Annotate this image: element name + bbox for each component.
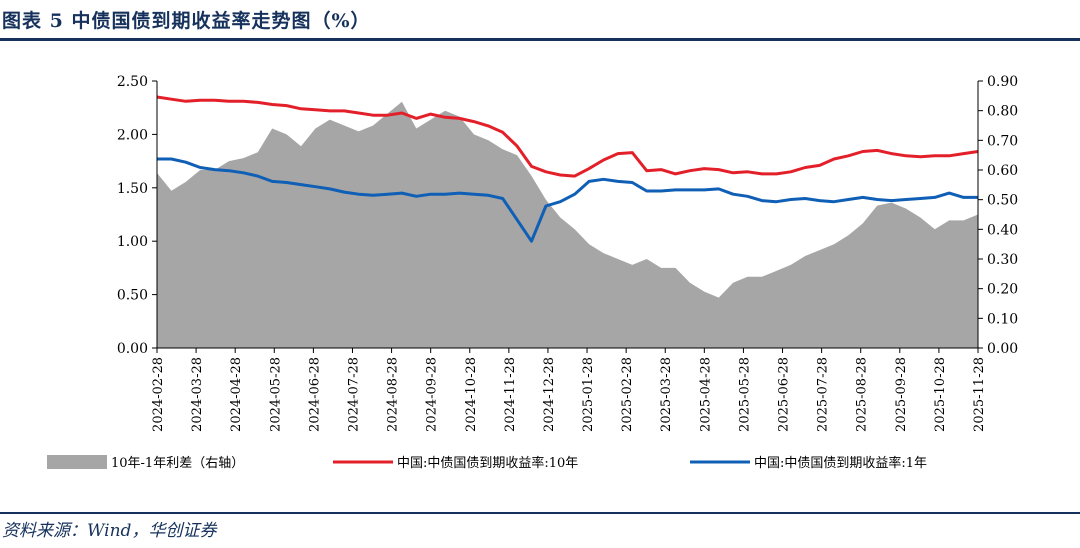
x-tick-label: 2024-06-28 — [307, 357, 322, 432]
left-tick-label: 2.00 — [117, 127, 148, 143]
x-tick-label: 2024-08-28 — [386, 357, 401, 432]
chart: 0.00 0.50 1.00 1.50 2.00 2.50 0.00 0.10 0.20 0.30… — [47, 74, 1018, 471]
x-tick-label: 2025-04-28 — [698, 357, 713, 432]
x-tick-label: 2024-07-28 — [346, 357, 361, 432]
right-tick-label: 0.60 — [987, 163, 1018, 179]
right-tick-label: 0.20 — [987, 282, 1018, 298]
series-1y-line — [157, 157, 978, 243]
x-tick-label: 2024-10-28 — [464, 357, 479, 432]
legend: 10年-1年利差（右轴） 中国:中债国债到期收益率:10年 中国:中债国债到期收益率… — [47, 455, 927, 471]
legend-label-spread: 10年-1年利差（右轴） — [111, 456, 244, 471]
x-tick-label: 2024-03-28 — [190, 357, 205, 432]
left-tick-label: 2.50 — [117, 74, 148, 90]
right-tick-label: 0.00 — [987, 341, 1018, 357]
x-tick-label: 2025-09-28 — [894, 357, 909, 432]
x-tick-label: 2025-05-28 — [737, 357, 752, 432]
axes: 0.00 0.50 1.00 1.50 2.00 2.50 0.00 0.10 0.20 0.30… — [117, 74, 1018, 432]
title-divider — [0, 38, 1080, 41]
right-tick-label: 0.50 — [987, 193, 1018, 209]
x-tick-label: 2025-06-28 — [777, 357, 792, 432]
x-tick-label: 2024-04-28 — [229, 357, 244, 432]
right-tick-label: 0.30 — [987, 252, 1018, 268]
x-tick-label: 2025-11-28 — [972, 357, 987, 432]
x-tick-label: 2024-11-28 — [503, 357, 518, 432]
right-tick-label: 0.70 — [987, 133, 1018, 149]
series-10y-line — [156, 95, 979, 178]
x-tick-label: 2024-12-28 — [542, 357, 557, 432]
x-tick-label: 2025-08-28 — [855, 357, 870, 432]
left-tick-label: 0.50 — [117, 288, 148, 304]
chart-title: 图表 5 中债国债到期收益率走势图（%） — [2, 10, 371, 32]
right-tick-label: 0.80 — [987, 104, 1018, 120]
left-tick-label: 0.00 — [117, 341, 148, 357]
legend-swatch-spread — [47, 455, 107, 469]
legend-label-10y: 中国:中债国债到期收益率:10年 — [397, 455, 578, 471]
x-tick-label: 2024-02-28 — [151, 357, 166, 432]
title-bar: 图表 5 中债国债到期收益率走势图（%） — [0, 0, 1080, 41]
legend-label-1y: 中国:中债国债到期收益率:1年 — [754, 455, 927, 471]
x-tick-label: 2025-02-28 — [620, 357, 635, 432]
x-tick-label: 2025-03-28 — [659, 357, 674, 432]
right-tick-label: 0.90 — [987, 74, 1018, 90]
plot-area — [156, 95, 979, 348]
footer-divider — [0, 512, 1080, 514]
left-tick-label: 1.50 — [117, 181, 148, 197]
source-note: 资料来源：Wind，华创证券 — [2, 521, 217, 541]
x-tick-label: 2024-09-28 — [425, 357, 440, 432]
x-tick-label: 2025-01-28 — [581, 357, 596, 432]
left-tick-label: 1.00 — [117, 234, 148, 250]
x-tick-label: 2024-05-28 — [268, 357, 283, 432]
x-tick-label: 2025-10-28 — [933, 357, 948, 432]
series-spread-area — [157, 101, 978, 348]
right-tick-label: 0.40 — [987, 222, 1018, 238]
right-tick-label: 0.10 — [987, 311, 1018, 327]
x-tick-label: 2025-07-28 — [816, 357, 831, 432]
